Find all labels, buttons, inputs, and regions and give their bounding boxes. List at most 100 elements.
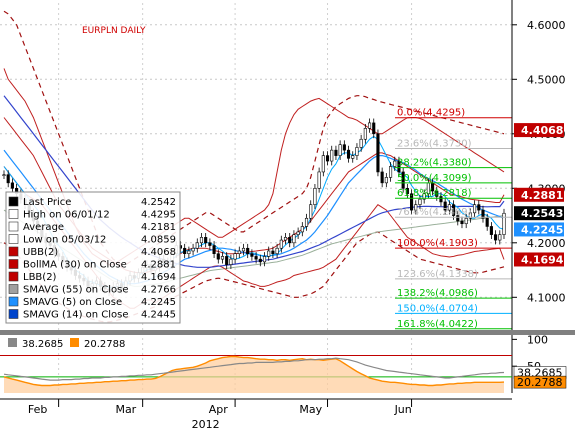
candle-body [254, 256, 258, 260]
candle-body [397, 160, 401, 173]
legend-swatch [8, 271, 19, 282]
candle-body [376, 133, 380, 173]
candle-body [262, 256, 267, 263]
candle-body [410, 193, 414, 211]
candle-body [447, 204, 451, 211]
legend-value: 4.2766 [141, 285, 176, 296]
oscillator-slow-line [3, 357, 505, 381]
legend-swatch [8, 284, 19, 294]
candle-body [199, 237, 204, 244]
candle-body [233, 253, 237, 260]
candle-body [380, 171, 384, 184]
candle-body [435, 190, 439, 197]
candle-body [220, 256, 225, 260]
legend-swatch [8, 338, 17, 347]
price-tag-label: 20.2788 [517, 376, 563, 389]
candle-body [279, 239, 283, 249]
candle-body [208, 242, 212, 246]
candle-body [195, 242, 199, 249]
year-label: 2012 [192, 418, 220, 431]
candle-body [443, 201, 447, 211]
candle-body [439, 196, 443, 203]
price-tag [514, 252, 564, 267]
candle-body [330, 149, 334, 162]
legend-value: 4.0859 [141, 235, 176, 246]
candle-body [275, 247, 279, 254]
legend-label: Last Price [23, 197, 71, 208]
candle-body [473, 204, 477, 214]
candle-body [258, 258, 262, 263]
candle-body [6, 174, 10, 184]
fib-label: 76.4%(4.2469) [397, 207, 472, 218]
y-tick-label: 4.6000 [527, 19, 566, 32]
candle-body [346, 149, 351, 159]
x-tick-label: Feb [28, 403, 47, 416]
fib-label: 161.8%(4.0422) [397, 319, 478, 330]
series-lbb-dashed [3, 231, 505, 323]
legend-label: 38.2685 [22, 339, 63, 350]
candle-body [401, 171, 405, 189]
candle-body [241, 247, 246, 252]
legend-label: SMAVG (55) on Close [23, 285, 129, 296]
legend-box [5, 191, 181, 324]
legend-swatch [8, 221, 19, 232]
legend-swatch [8, 309, 19, 319]
oscillator-fast-line [3, 355, 505, 387]
legend-label: BollMA (30) on Close [23, 260, 127, 271]
candle-body [388, 166, 393, 178]
candle-body [225, 256, 229, 265]
candle-body [191, 247, 195, 252]
candle-body [481, 209, 485, 219]
legend-swatch [8, 259, 19, 269]
candle-body [456, 215, 460, 222]
candle-body [271, 250, 275, 255]
price-tag-label: 4.2543 [521, 207, 563, 220]
fib-label: 138.2%(4.0986) [397, 288, 478, 299]
candle-body [216, 253, 220, 260]
y-tick-label: 4.5000 [527, 73, 566, 86]
legend-value: 4.2881 [141, 260, 176, 271]
legend-label: SMAVG (5) on Close [23, 297, 122, 308]
candle-body [250, 253, 254, 257]
legend-swatch [8, 246, 19, 257]
candle-body [321, 155, 325, 173]
price-tag [514, 187, 564, 202]
fib-label: 38.2%(4.3380) [397, 158, 472, 169]
candle-body [296, 231, 300, 235]
legend-swatch [70, 338, 79, 347]
fib-label: 50.0%(4.3099) [397, 173, 472, 184]
candle-body [418, 198, 422, 205]
candle-body [237, 250, 241, 255]
legend-value: 4.1694 [141, 272, 176, 283]
chart-legend: Last Price 4.2542 High on 06/01/12 4.4295 Av… [5, 191, 181, 324]
fib-label: 0.0%(4.4295) [397, 108, 465, 119]
candle-body [414, 204, 418, 211]
fib-label: 61.8%(4.2818) [397, 188, 472, 199]
candle-body [359, 138, 363, 148]
x-tick-label: Apr [209, 403, 229, 416]
legend-swatch [8, 209, 19, 219]
time-axis: Feb Mar Apr May Jun 2012 [0, 398, 512, 431]
candle-body [367, 122, 372, 129]
candle-body [204, 237, 208, 244]
candle-body [267, 250, 271, 257]
panel-separator [0, 330, 575, 335]
candle-body [477, 204, 481, 211]
candle-body [393, 160, 397, 167]
candle-body [292, 234, 296, 244]
candle-body [313, 188, 317, 205]
x-tick-label: Jun [394, 403, 412, 416]
candle-body [229, 258, 233, 265]
candle-body [325, 155, 330, 162]
price-tags: 4.4068 4.2881 4.2543 4.2245 4.1694 [514, 123, 564, 267]
candle-body [334, 149, 338, 156]
candle-body [212, 245, 216, 254]
candle-body [464, 217, 468, 225]
fib-label: 123.6%(4.1338) [397, 269, 478, 280]
oscillator-fast-area [4, 356, 504, 393]
price-tag-label: 4.2245 [521, 223, 563, 236]
y-tick-label: 4.1000 [527, 291, 566, 304]
candle-body [498, 234, 502, 241]
